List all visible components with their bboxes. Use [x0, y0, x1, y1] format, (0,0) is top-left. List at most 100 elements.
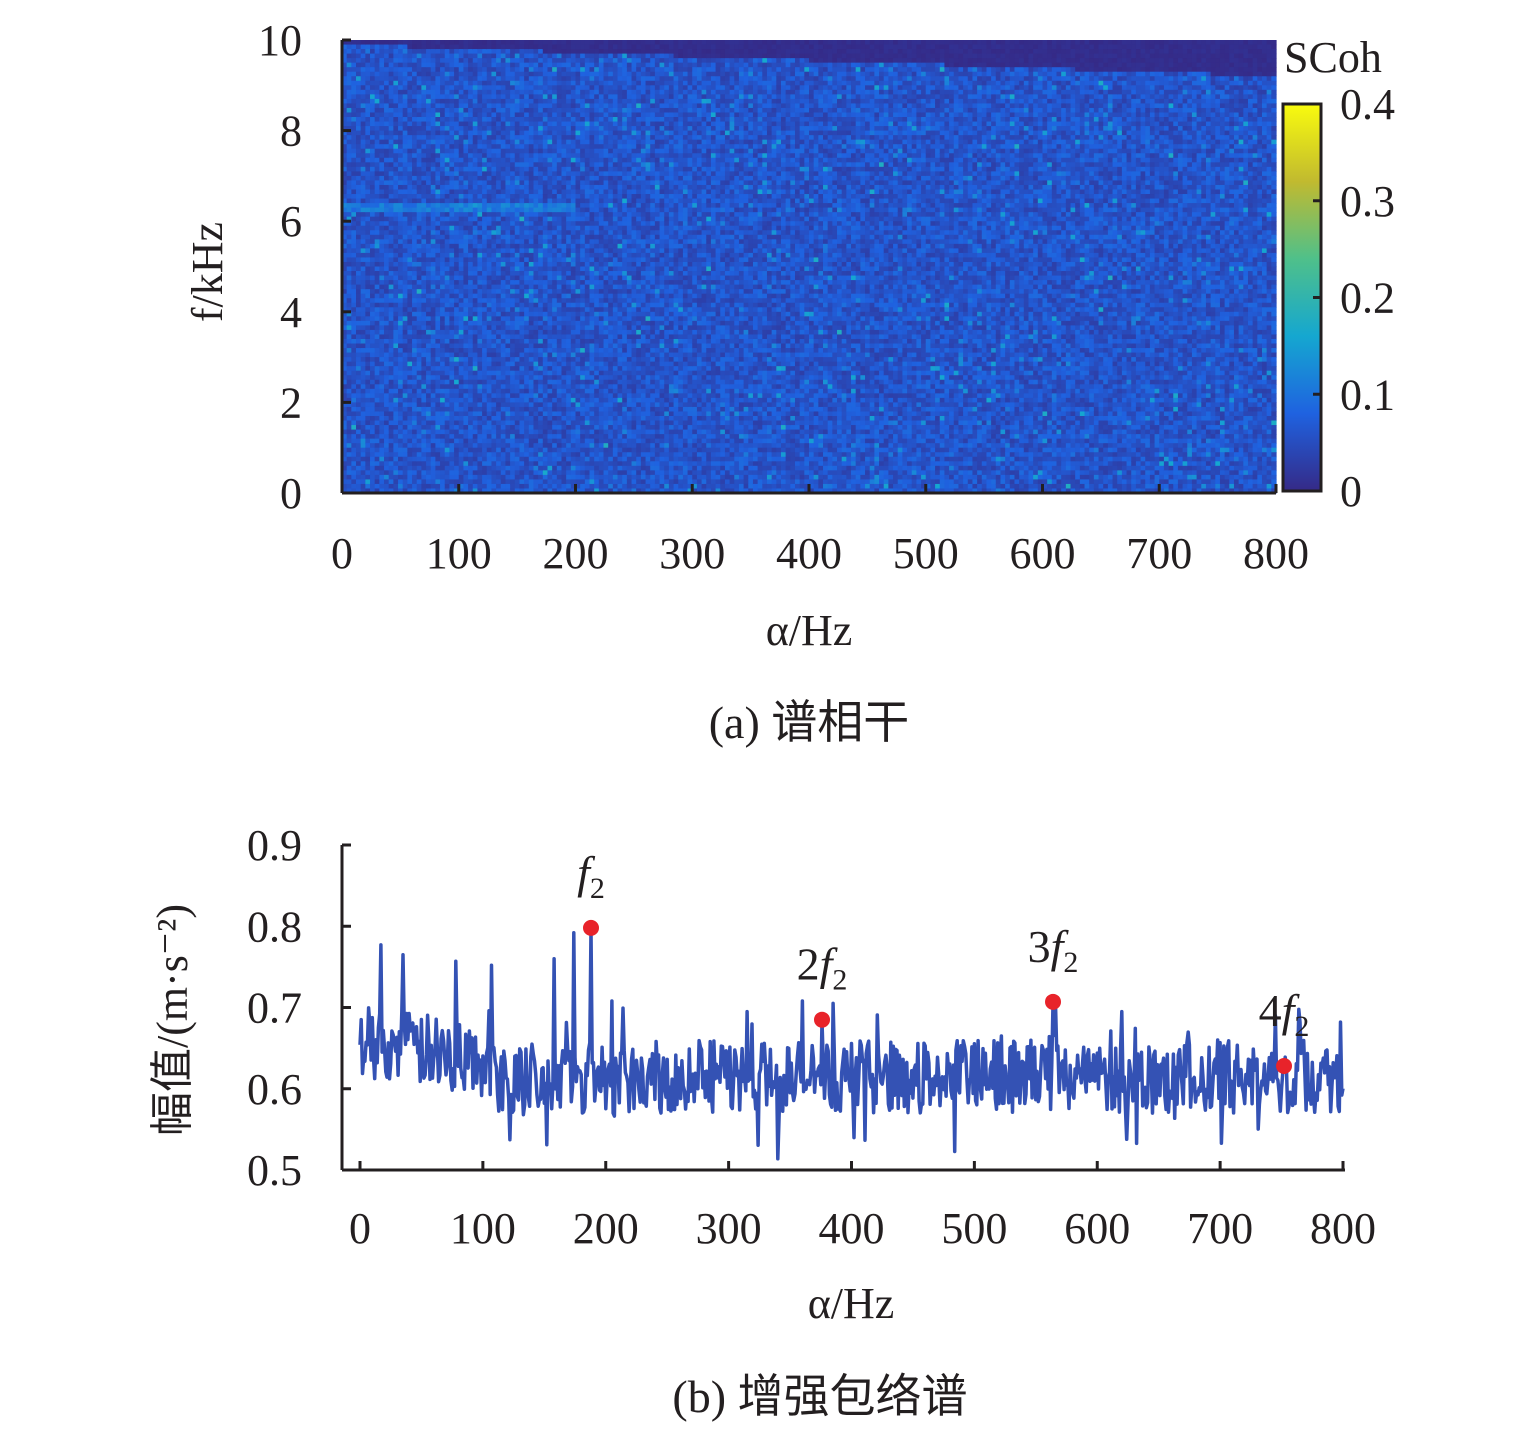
heatmap-cell: [351, 203, 356, 208]
heatmap-cell: [547, 189, 552, 194]
heatmap-cell: [543, 353, 548, 358]
heatmap-cell: [426, 58, 431, 63]
heatmap-cell: [351, 194, 356, 199]
heatmap-cell: [356, 54, 361, 59]
heatmap-cell: [449, 380, 454, 385]
heatmap-cell: [501, 461, 506, 466]
heatmap-cell: [529, 185, 534, 190]
heatmap-cell: [552, 235, 557, 240]
heatmap-cell: [384, 49, 389, 54]
heatmap-cell: [379, 153, 384, 158]
heatmap-cell: [426, 384, 431, 389]
heatmap-cell: [398, 176, 403, 181]
heatmap-cell: [510, 108, 515, 113]
heatmap-cell: [370, 271, 375, 276]
heatmap-cell: [529, 167, 534, 172]
heatmap-cell: [426, 298, 431, 303]
heatmap-cell: [477, 45, 482, 50]
heatmap-cell: [403, 54, 408, 59]
heatmap-cell: [370, 475, 375, 480]
heatmap-cell: [440, 470, 445, 475]
heatmap-cell: [449, 479, 454, 484]
heatmap-cell: [468, 108, 473, 113]
heatmap-cell: [515, 239, 520, 244]
heatmap-cell: [529, 298, 534, 303]
heatmap-cell: [547, 344, 552, 349]
heatmap-cell: [347, 353, 352, 358]
heatmap-cell: [431, 253, 436, 258]
heatmap-cell: [529, 230, 534, 235]
heatmap-cell: [435, 384, 440, 389]
heatmap-cell: [403, 348, 408, 353]
heatmap-cell: [487, 81, 492, 86]
heatmap-cell: [440, 389, 445, 394]
heatmap-cell: [407, 344, 412, 349]
heatmap-cell: [426, 393, 431, 398]
heatmap-cell: [379, 443, 384, 448]
heatmap-cell: [547, 58, 552, 63]
heatmap-cell: [384, 45, 389, 50]
heatmap-cell: [431, 149, 436, 154]
heatmap-cell: [529, 103, 534, 108]
heatmap-cell: [491, 76, 496, 81]
heatmap-cell: [510, 416, 515, 421]
heatmap-cell: [533, 122, 538, 127]
heatmap-cell: [482, 235, 487, 240]
heatmap-cell: [375, 199, 380, 204]
heatmap-cell: [482, 140, 487, 145]
heatmap-cell: [505, 167, 510, 172]
heatmap-cell: [365, 253, 370, 258]
heatmap-cell: [398, 470, 403, 475]
heatmap-cell: [375, 271, 380, 276]
heatmap-cell: [543, 158, 548, 163]
heatmap-cell: [547, 479, 552, 484]
heatmap-cell: [347, 167, 352, 172]
heatmap-cell: [403, 411, 408, 416]
heatmap-cell: [412, 108, 417, 113]
heatmap-cell: [538, 457, 543, 462]
heatmap-cell: [566, 203, 571, 208]
heatmap-cell: [393, 289, 398, 294]
heatmap-cell: [538, 72, 543, 77]
heatmap-cell: [412, 94, 417, 99]
heatmap-cell: [515, 289, 520, 294]
heatmap-cell: [398, 334, 403, 339]
heatmap-cell: [407, 384, 412, 389]
heatmap-cell: [491, 470, 496, 475]
heatmap-cell: [571, 203, 576, 208]
heatmap-cell: [417, 135, 422, 140]
heatmap-cell: [393, 448, 398, 453]
heatmap-cell: [473, 63, 478, 68]
heatmap-cell: [543, 439, 548, 444]
heatmap-cell: [552, 108, 557, 113]
heatmap-cell: [501, 285, 506, 290]
heatmap-cell: [431, 470, 436, 475]
heatmap-cell: [491, 452, 496, 457]
heatmap-cell: [417, 180, 422, 185]
heatmap-cell: [463, 321, 468, 326]
heatmap-cell: [431, 162, 436, 167]
heatmap-cell: [347, 230, 352, 235]
heatmap-cell: [524, 189, 529, 194]
heatmap-cell: [417, 58, 422, 63]
heatmap-cell: [421, 221, 426, 226]
heatmap-cell: [515, 348, 520, 353]
heatmap-cell: [407, 235, 412, 240]
heatmap-cell: [361, 461, 366, 466]
heatmap-cell: [533, 285, 538, 290]
heatmap-cell: [365, 357, 370, 362]
heatmap-cell: [459, 180, 464, 185]
heatmap-cell: [393, 239, 398, 244]
heatmap-cell: [515, 448, 520, 453]
heatmap-cell: [407, 425, 412, 430]
heatmap-cell: [468, 117, 473, 122]
heatmap-cell: [501, 380, 506, 385]
heatmap-cell: [454, 276, 459, 281]
heatmap-cell: [361, 203, 366, 208]
heatmap-cell: [454, 344, 459, 349]
heatmap-cell: [426, 199, 431, 204]
heatmap-cell: [524, 131, 529, 136]
heatmap-cell: [491, 380, 496, 385]
heatmap-cell: [468, 466, 473, 471]
